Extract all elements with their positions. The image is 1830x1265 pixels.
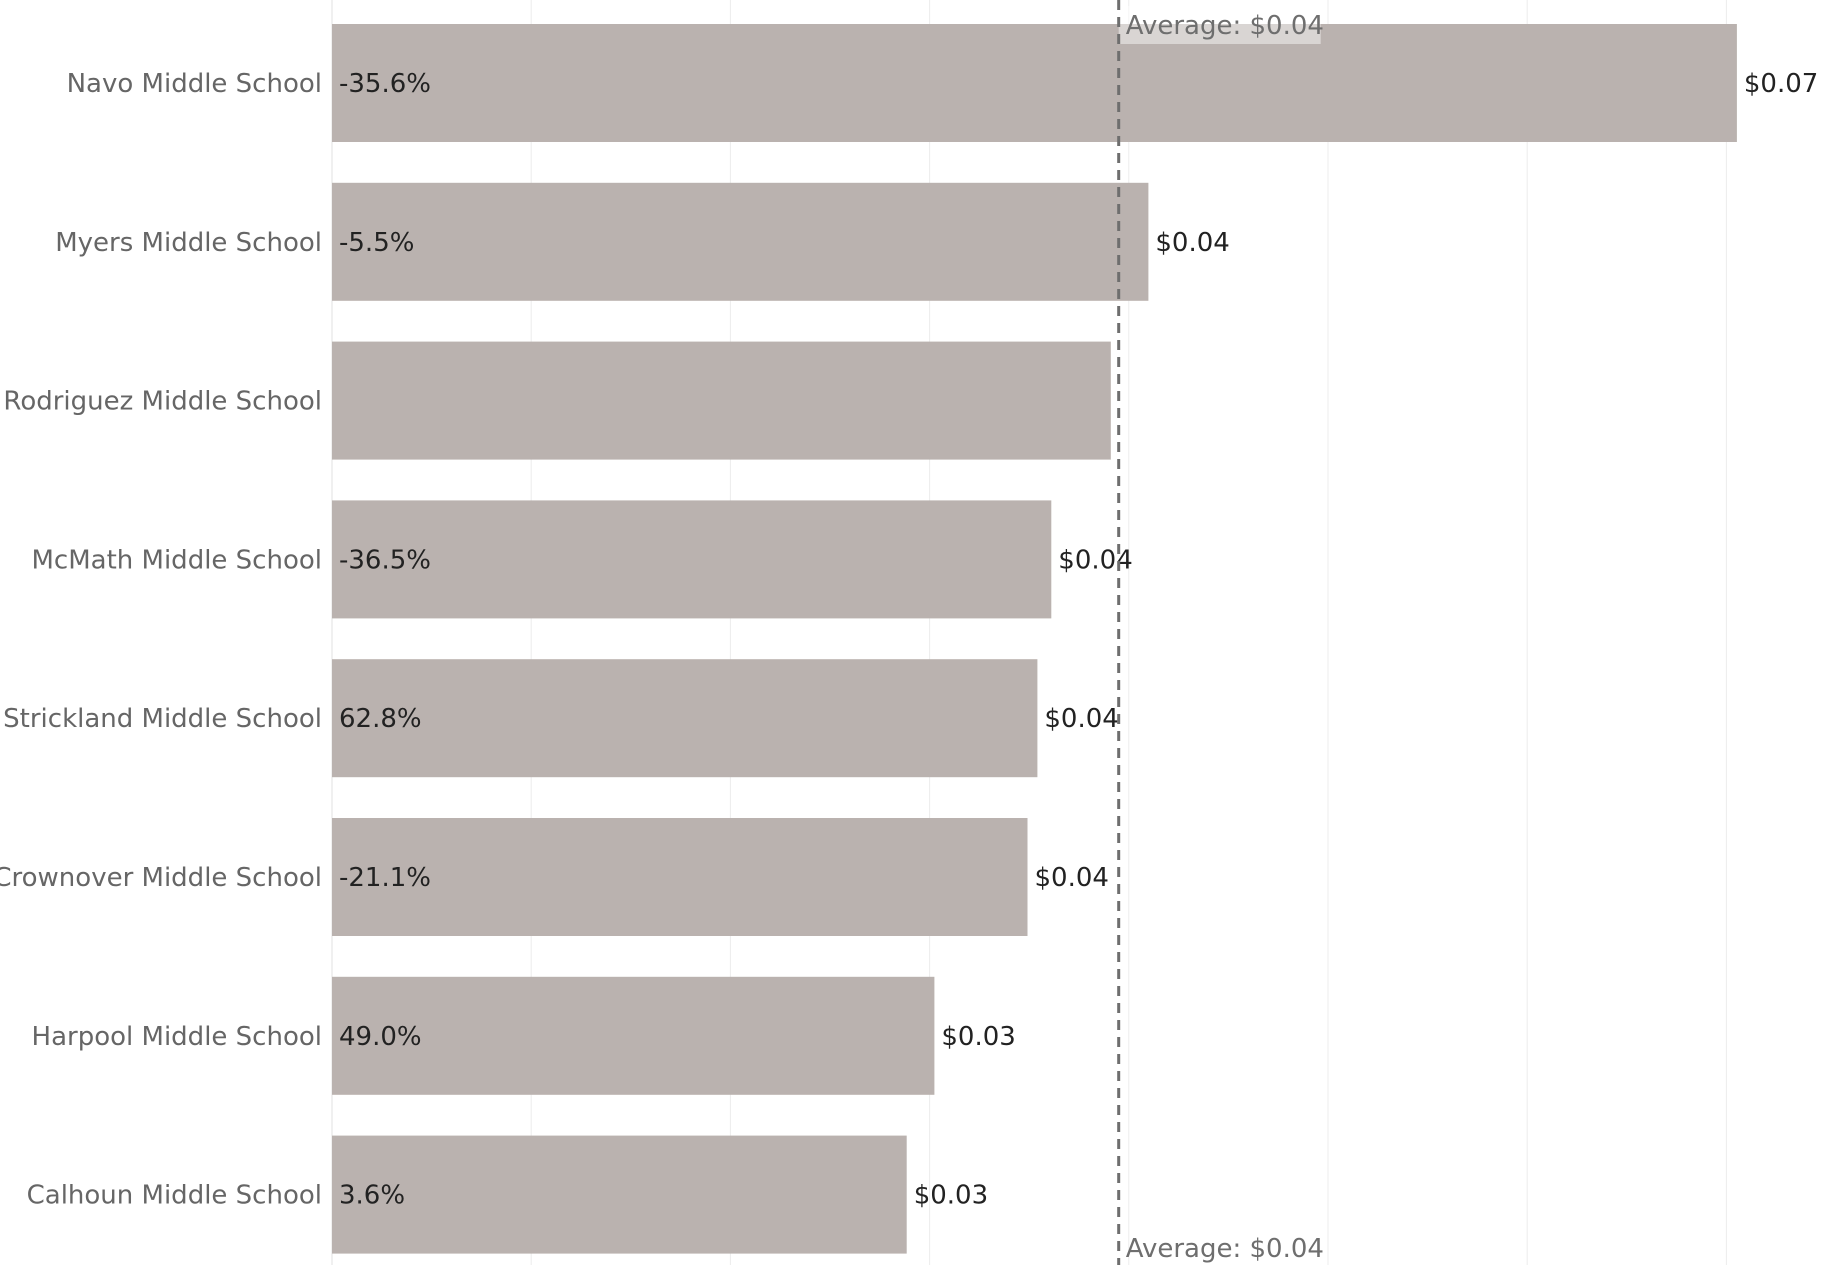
bar <box>332 976 935 1095</box>
category-label: Myers Middle School <box>55 228 322 258</box>
bar <box>332 341 1111 460</box>
category-label: McMath Middle School <box>32 545 323 575</box>
value-label: $0.03 <box>914 1181 988 1211</box>
average-label-top: Average: $0.04 <box>1126 11 1324 41</box>
bar <box>332 818 1028 936</box>
change-label: -5.5% <box>339 228 414 258</box>
category-label: Navo Middle School <box>67 69 322 99</box>
bar <box>332 500 1052 619</box>
category-label: Calhoun Middle School <box>27 1181 322 1211</box>
bar <box>332 182 1149 301</box>
change-label: -21.1% <box>339 863 431 893</box>
change-label: -36.5% <box>339 545 431 575</box>
value-label: $0.04 <box>1035 863 1109 893</box>
change-label: 62.8% <box>339 704 422 734</box>
category-label: Crownover Middle School <box>0 863 322 893</box>
bar <box>332 659 1038 778</box>
labels: Navo Middle School -35.6% $0.07 Myers Middl… <box>0 69 1818 1211</box>
category-label: Strickland Middle School <box>3 704 322 734</box>
average-reference: Average: $0.04 Average: $0.04 <box>1117 0 1324 1265</box>
bar <box>332 1135 907 1254</box>
change-label: 49.0% <box>339 1022 422 1052</box>
change-label: -35.6% <box>339 69 431 99</box>
average-label-bottom: Average: $0.04 <box>1126 1234 1324 1264</box>
value-label: $0.04 <box>1044 704 1118 734</box>
bars <box>332 24 1737 1254</box>
value-label: $0.07 <box>1744 69 1818 99</box>
category-label: Harpool Middle School <box>32 1022 322 1052</box>
value-label: $0.04 <box>1058 545 1132 575</box>
average-label-top-backdrop <box>1118 6 1321 44</box>
change-label: 3.6% <box>339 1181 405 1211</box>
value-label: $0.03 <box>941 1022 1015 1052</box>
bar <box>332 24 1737 142</box>
value-label: $0.04 <box>1155 228 1229 258</box>
category-label: Rodriguez Middle School <box>3 387 322 417</box>
